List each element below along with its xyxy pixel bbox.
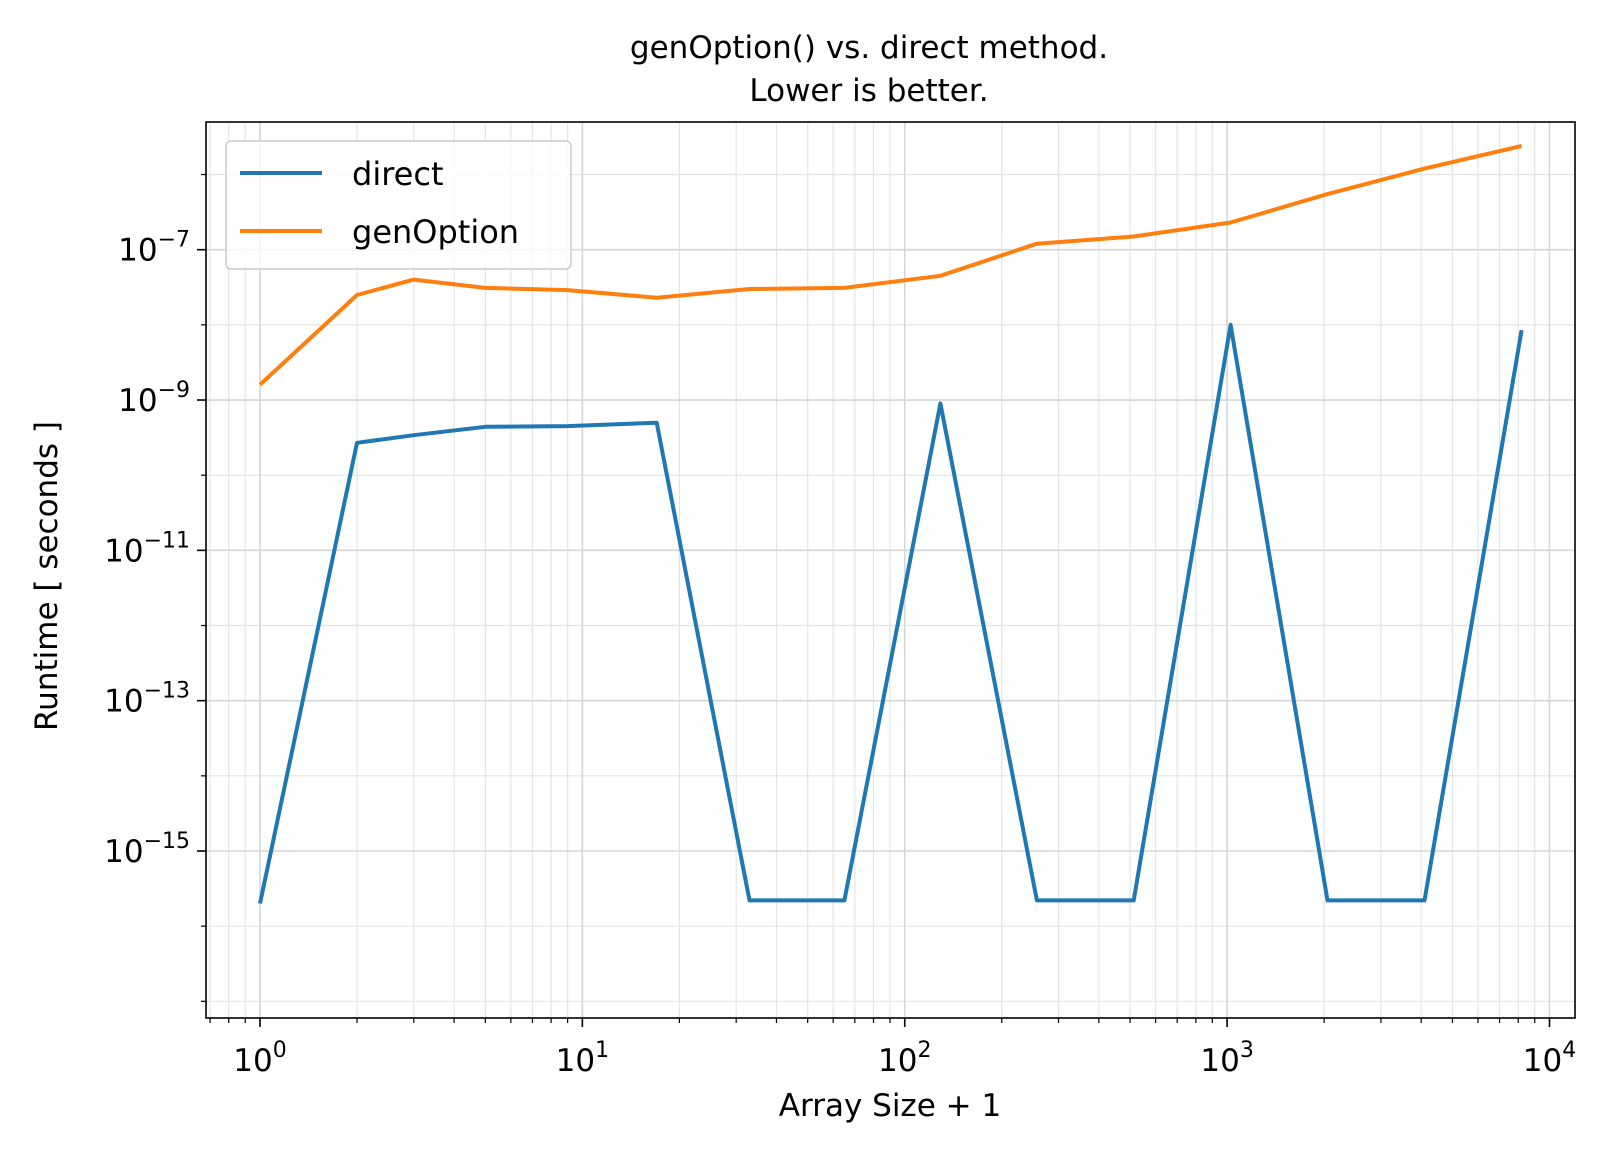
major-grid: [206, 122, 1575, 1018]
y-tick-label: 10−9: [118, 378, 190, 419]
x-tick-label: 103: [1200, 1038, 1253, 1079]
x-tick-label: 100: [233, 1038, 286, 1079]
y-tick-label: 10−11: [104, 528, 190, 569]
series-line-genoption: [258, 144, 1523, 387]
legend-label-direct: direct: [352, 155, 443, 193]
legend-label-genoption: genOption: [352, 213, 519, 251]
x-axis-label: Array Size + 1: [779, 1088, 1001, 1124]
x-tick-label: 101: [556, 1038, 609, 1079]
legend: direct genOption: [225, 140, 572, 270]
x-axis: 100 101 102 103 104: [209, 1018, 1576, 1079]
y-axis: 10−15 10−13 10−11 10−9 10−7: [104, 173, 206, 1002]
y-axis-label: Runtime [ seconds ]: [29, 421, 65, 731]
y-tick-label: 10−13: [104, 679, 190, 720]
x-tick-label: 102: [878, 1038, 931, 1079]
minor-grid: [206, 122, 1575, 1018]
chart-title-line2: Lower is better.: [749, 73, 988, 109]
series-layer: [258, 144, 1524, 904]
y-tick-label: 10−7: [118, 228, 190, 269]
y-tick-label: 10−15: [104, 829, 190, 870]
x-tick-label: 104: [1523, 1038, 1576, 1079]
series-line-direct: [258, 322, 1524, 904]
chart-title-line1: genOption() vs. direct method.: [630, 30, 1108, 66]
